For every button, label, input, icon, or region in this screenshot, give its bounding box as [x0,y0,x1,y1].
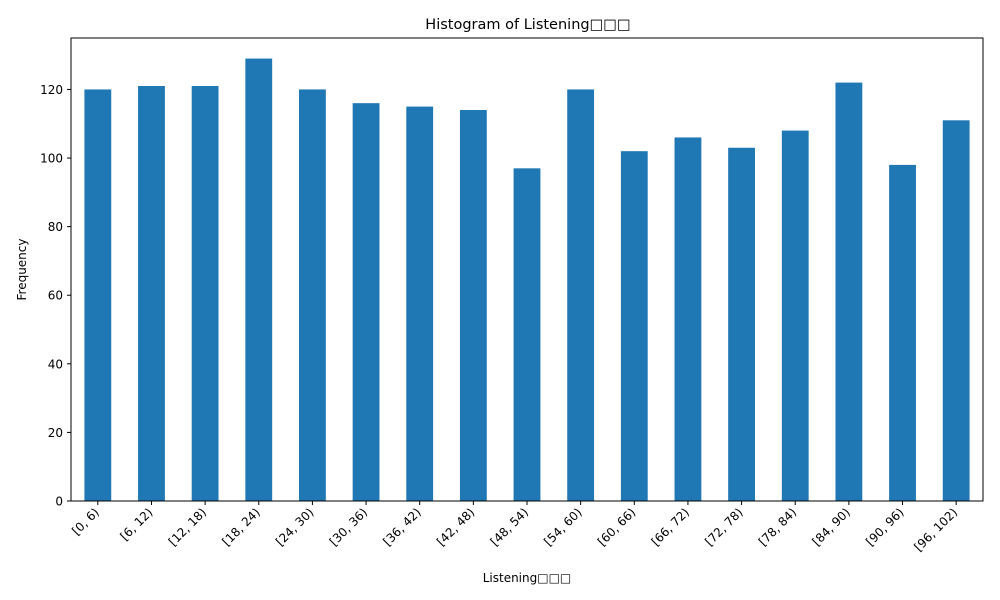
bar-13 [781,130,809,501]
y-tick-label-0: 0 [55,495,63,509]
x-tick-label-0: [0, 6) [69,505,102,538]
x-tick-label-10: [60, 66) [595,505,639,549]
x-tick-label-15: [90, 96) [863,505,907,549]
bar-8 [513,168,541,501]
bar-15 [889,164,916,501]
bar-10 [620,151,648,501]
bar-9 [567,89,595,501]
bar-7 [459,110,487,502]
bar-5 [352,103,380,501]
bar-14 [835,82,863,502]
x-axis: [0, 6) [6, 12) [12, 18) [18, 24) [24, 30) [30… [69,501,960,554]
x-tick-label-6: [36, 42) [380,505,424,549]
bar-11 [674,137,702,501]
y-tick-label-6: 120 [40,83,63,97]
bars-group [84,58,970,502]
bar-1 [138,86,165,501]
x-tick-label-13: [78, 84) [756,505,800,549]
x-tick-label-1: [6, 12) [117,505,155,543]
chart-title: Histogram of Listening□□□ [425,17,630,33]
y-axis-label: Frequency [15,239,29,301]
x-axis-label: Listening□□□ [483,571,572,585]
y-tick-label-2: 40 [48,357,63,371]
x-tick-label-7: [42, 48) [434,505,478,549]
bar-16 [942,120,970,502]
x-tick-label-8: [48, 54) [488,505,532,549]
plot-frame [70,37,984,502]
y-tick-label-4: 80 [48,220,63,234]
x-tick-label-12: [72, 78) [702,505,746,549]
x-tick-label-5: [30, 36) [327,505,371,549]
bar-4 [299,89,326,501]
y-tick-label-5: 100 [40,152,63,166]
x-tick-label-4: [24, 30) [273,505,317,549]
y-tick-label-3: 60 [48,289,63,303]
y-tick-label-1: 20 [48,426,63,440]
bar-12 [728,147,755,501]
x-tick-label-14: [84, 90) [809,505,853,549]
bar-2 [191,86,219,501]
bar-6 [406,106,434,501]
x-tick-label-9: [54, 60) [541,505,585,549]
x-tick-label-2: [12, 18) [166,505,210,549]
bar-3 [245,58,273,501]
x-tick-label-11: [66, 72) [649,505,693,549]
y-axis: 0 20 40 60 80 100 120 [40,83,71,509]
x-tick-label-3: [18, 24) [219,505,263,549]
bar-0 [84,89,112,501]
x-tick-label-16: [96, 102) [911,505,960,554]
